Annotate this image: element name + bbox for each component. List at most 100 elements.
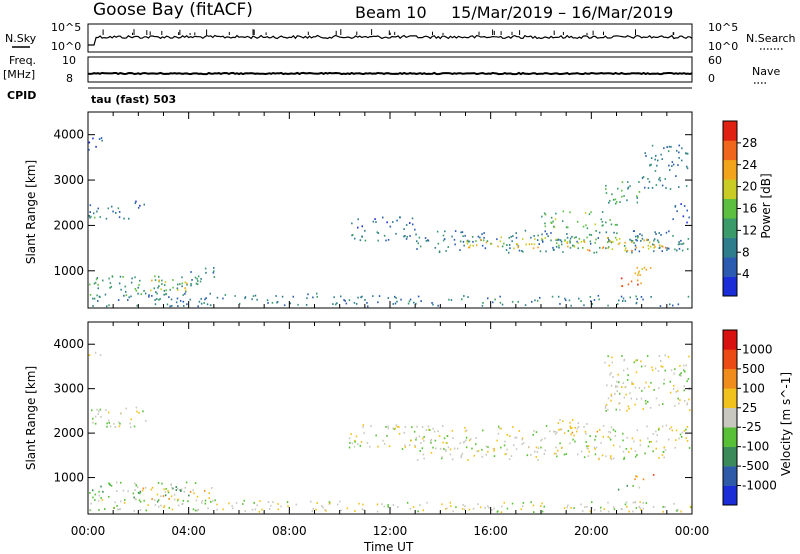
- scatter-cell: [467, 240, 470, 243]
- scatter-cell: [415, 438, 417, 441]
- scatter-cell: [565, 299, 567, 302]
- scatter-cell: [652, 474, 655, 476]
- scatter-cell: [600, 218, 602, 221]
- scatter-cell: [593, 446, 596, 449]
- scatter-cell: [200, 302, 203, 305]
- scatter-cell: [108, 482, 111, 485]
- scatter-cell: [441, 456, 443, 458]
- scatter-cell: [432, 303, 434, 306]
- scatter-cell: [641, 268, 643, 270]
- scatter-cell: [561, 220, 564, 222]
- scatter-cell: [640, 240, 642, 242]
- scatter-cell: [173, 498, 176, 501]
- scatter-cell: [664, 506, 666, 508]
- scatter-cell: [569, 427, 572, 430]
- scatter-cell: [614, 198, 617, 201]
- scatter-cell: [232, 507, 234, 510]
- scatter-cell: [616, 380, 618, 383]
- scatter-cell: [511, 240, 513, 243]
- scatter-cell: [629, 185, 631, 188]
- scatter-cell: [639, 233, 641, 235]
- scatter-cell: [447, 246, 449, 248]
- scatter-cell: [580, 503, 582, 506]
- scatter-cell: [601, 454, 604, 457]
- scatter-cell: [125, 294, 128, 297]
- scatter-cell: [636, 239, 638, 242]
- scatter-cell: [664, 449, 667, 451]
- scatter-cell: [116, 505, 118, 507]
- scatter-cell: [459, 442, 462, 445]
- scatter-cell: [196, 283, 199, 286]
- scatter-cell: [678, 241, 680, 243]
- scatter-cell: [487, 450, 489, 453]
- scatter-cell: [574, 440, 576, 443]
- scatter-cell: [680, 372, 682, 374]
- scatter-cell: [94, 499, 96, 501]
- scatter-cell: [352, 234, 354, 236]
- scatter-cell: [660, 360, 662, 362]
- freq-label: Freq.: [9, 54, 36, 67]
- nsky-tick-top: 10^5: [51, 21, 81, 34]
- scatter-cell: [586, 236, 588, 239]
- scatter-cell: [94, 422, 97, 425]
- scatter-cell: [100, 497, 102, 499]
- scatter-cell: [583, 456, 586, 459]
- scatter-cell: [430, 451, 433, 454]
- scatter-cell: [576, 220, 579, 223]
- scatter-cell: [674, 368, 676, 371]
- scatter-cell: [610, 241, 613, 244]
- scatter-cell: [430, 439, 432, 442]
- scatter-cell: [451, 429, 454, 432]
- scatter-cell: [640, 508, 642, 511]
- scatter-cell: [124, 499, 126, 501]
- scatter-cell: [376, 231, 378, 234]
- scatter-cell: [98, 138, 101, 140]
- scatter-cell: [674, 405, 676, 407]
- scatter-cell: [628, 407, 630, 410]
- scatter-cell: [504, 440, 506, 443]
- scatter-cell: [151, 486, 154, 489]
- scatter-cell: [351, 442, 354, 445]
- scatter-cell: [627, 186, 630, 189]
- scatter-cell: [184, 289, 187, 292]
- scatter-cell: [607, 408, 609, 411]
- scatter-cell: [630, 447, 632, 450]
- scatter-cell: [403, 228, 405, 230]
- scatter-cell: [165, 292, 167, 295]
- scatter-cell: [416, 425, 418, 428]
- y-tick-label: 4000: [53, 128, 84, 142]
- scatter-cell: [689, 505, 692, 508]
- scatter-cell: [195, 499, 198, 502]
- scatter-cell: [563, 507, 566, 509]
- scatter-cell: [609, 240, 612, 243]
- scatter-cell: [608, 240, 610, 243]
- scatter-cell: [645, 381, 647, 384]
- scatter-cell: [179, 489, 181, 491]
- scatter-cell: [108, 421, 110, 424]
- scatter-cell: [680, 510, 682, 513]
- scatter-cell: [670, 369, 673, 372]
- scatter-cell: [94, 415, 97, 418]
- scatter-cell: [398, 426, 400, 428]
- scatter-cell: [526, 454, 529, 457]
- scatter-cell: [106, 422, 108, 425]
- scatter-cell: [480, 238, 482, 241]
- scatter-cell: [106, 425, 108, 428]
- scatter-cell: [389, 225, 392, 228]
- scatter-cell: [611, 356, 613, 359]
- scatter-cell: [614, 236, 617, 239]
- scatter-cell: [555, 433, 557, 435]
- scatter-cell: [510, 235, 512, 238]
- scatter-cell: [626, 505, 628, 508]
- scatter-cell: [445, 450, 447, 452]
- scatter-cell: [113, 507, 115, 509]
- scatter-cell: [399, 216, 401, 219]
- scatter-cell: [595, 238, 597, 241]
- scatter-cell: [643, 386, 646, 389]
- scatter-cell: [463, 440, 466, 443]
- scatter-cell: [316, 295, 318, 298]
- scatter-cell: [629, 392, 631, 395]
- scatter-cell: [659, 305, 662, 307]
- scatter-cell: [564, 240, 566, 243]
- colorbar-swatch: [723, 466, 737, 486]
